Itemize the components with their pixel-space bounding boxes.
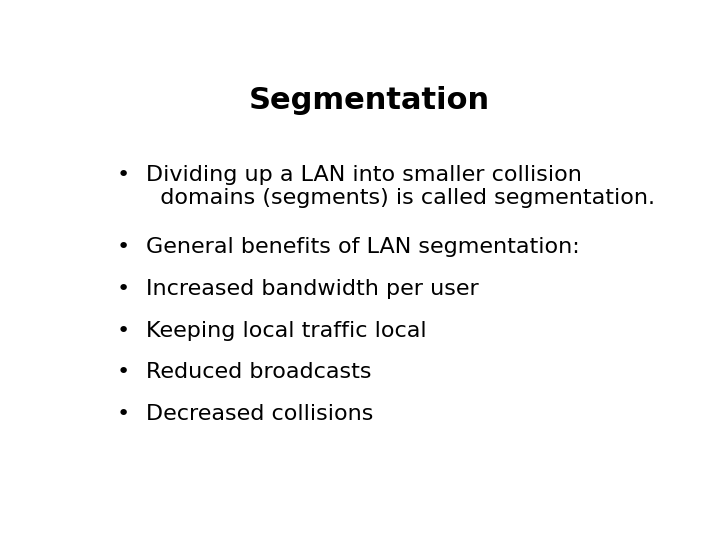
Text: General benefits of LAN segmentation:: General benefits of LAN segmentation: — [145, 238, 580, 258]
Text: Increased bandwidth per user: Increased bandwidth per user — [145, 279, 479, 299]
Text: •: • — [117, 404, 130, 424]
Text: Keeping local traffic local: Keeping local traffic local — [145, 321, 426, 341]
Text: •: • — [117, 362, 130, 382]
Text: Dividing up a LAN into smaller collision
  domains (segments) is called segmenta: Dividing up a LAN into smaller collision… — [145, 165, 654, 208]
Text: •: • — [117, 279, 130, 299]
Text: Reduced broadcasts: Reduced broadcasts — [145, 362, 372, 382]
Text: •: • — [117, 165, 130, 185]
Text: Decreased collisions: Decreased collisions — [145, 404, 373, 424]
Text: •: • — [117, 238, 130, 258]
Text: Segmentation: Segmentation — [248, 85, 490, 114]
Text: •: • — [117, 321, 130, 341]
